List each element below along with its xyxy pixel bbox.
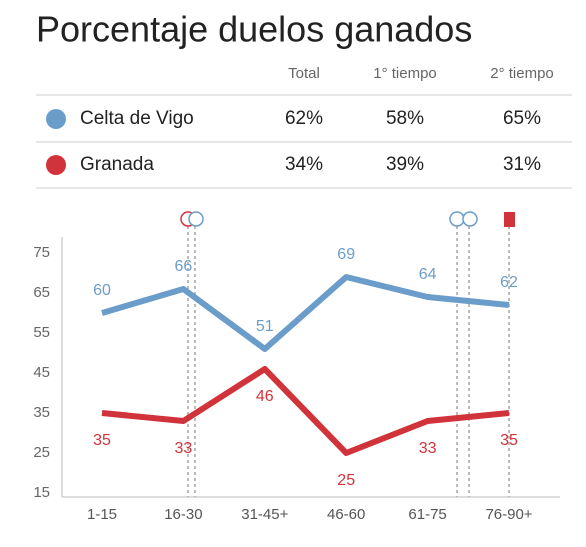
row-cell: 31% (503, 154, 541, 175)
row-cell: 34% (285, 154, 323, 175)
y-tick-label: 35 (33, 404, 50, 421)
data-label: 33 (175, 440, 193, 457)
x-tick-label: 1-15 (87, 506, 117, 523)
row-cell: 62% (285, 108, 323, 129)
data-label: 51 (256, 318, 274, 335)
row-dot (46, 109, 66, 129)
y-tick-label: 15 (33, 484, 50, 501)
x-tick-label: 46-60 (327, 506, 365, 523)
data-label: 25 (337, 472, 355, 489)
row-name: Granada (80, 154, 154, 175)
data-label: 69 (337, 246, 355, 263)
table: Total 1° tiempo 2° tiempo Celta de Vigo 62% 5… (36, 65, 572, 189)
series-line (101, 274, 510, 352)
data-label: 35 (93, 432, 111, 449)
series-line (101, 366, 510, 456)
goal-icon (449, 211, 465, 227)
data-label: 46 (256, 388, 274, 405)
row-name: Celta de Vigo (80, 108, 194, 129)
y-tick-label: 55 (33, 324, 50, 341)
x-tick-label: 61-75 (408, 506, 446, 523)
y-tick-label: 65 (33, 284, 50, 301)
y-tick-label: 25 (33, 444, 50, 461)
row-dot (46, 155, 66, 175)
goal-icon (188, 211, 204, 227)
column-header: 1° tiempo (373, 65, 437, 82)
red-card-icon (504, 212, 515, 227)
goal-icon (462, 211, 478, 227)
y-tick-label: 75 (33, 244, 50, 261)
row-cell: 39% (386, 154, 424, 175)
data-label: 62 (500, 274, 518, 291)
row-cell: 65% (503, 108, 541, 129)
plot: 15 25 35 45 55 65 75 1-15 16-30 31-45+ 46-60 61-75 7… (33, 244, 532, 523)
title: Porcentaje duelos ganados (36, 9, 472, 50)
data-label: 66 (175, 258, 193, 275)
x-tick-label: 76-90+ (485, 506, 532, 523)
data-label: 60 (93, 282, 111, 299)
x-tick-label: 16-30 (164, 506, 202, 523)
data-label: 64 (419, 266, 437, 283)
x-tick-label: 31-45+ (241, 506, 288, 523)
column-header: Total (288, 65, 320, 82)
data-label: 33 (419, 440, 437, 457)
y-tick-label: 45 (33, 364, 50, 381)
row-cell: 58% (386, 108, 424, 129)
column-header: 2° tiempo (490, 65, 554, 82)
data-label: 35 (500, 432, 518, 449)
event-markers (180, 211, 515, 497)
